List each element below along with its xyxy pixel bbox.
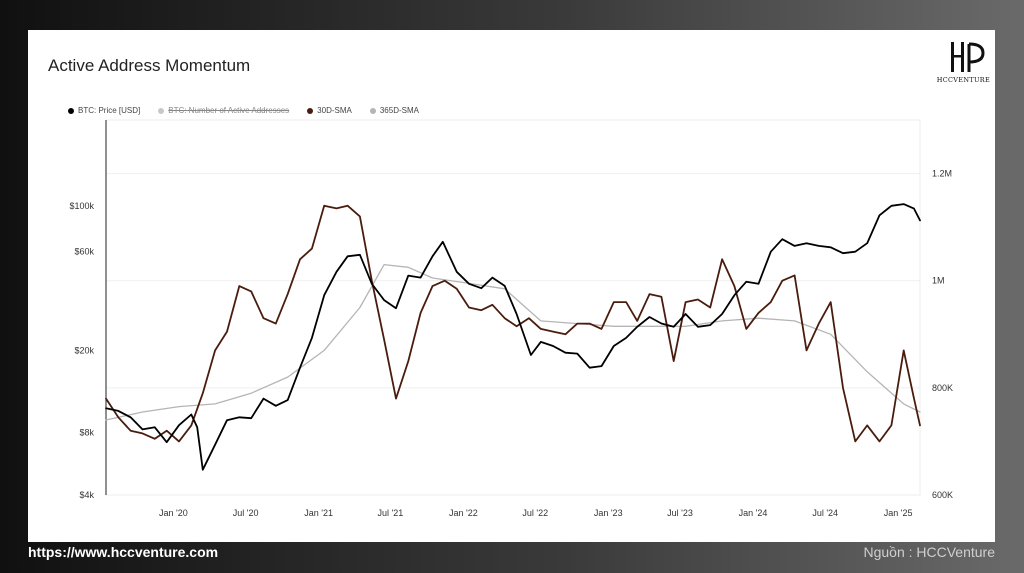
x-tick-label-10: Jan '25 [884, 508, 913, 518]
x-tick-label-2: Jan '21 [304, 508, 333, 518]
chart-title: Active Address Momentum [48, 56, 251, 75]
y-right-tick-label-0: 600K [932, 490, 953, 500]
footer-source: Nguồn : HCCVenture [863, 544, 995, 560]
x-tick-label-8: Jan '24 [739, 508, 768, 518]
x-tick-label-6: Jan '23 [594, 508, 623, 518]
series-line-30d-sma [105, 204, 921, 443]
y-left-tick-label-0: $4k [79, 490, 94, 500]
legend-swatch-365d-sma [369, 107, 376, 114]
x-tick-label-3: Jul '21 [378, 508, 404, 518]
y-right-tick-label-1: 800K [932, 383, 953, 393]
y-right-tick-label-2: 1M [932, 276, 945, 286]
legend-item-30d-sma[interactable]: 30D-SMA [307, 106, 352, 115]
x-tick-label-9: Jul '24 [812, 508, 838, 518]
legend-label-365d-sma: 365D-SMA [379, 106, 419, 115]
hccventure-logo [951, 42, 985, 72]
series-line-365d-sma [105, 263, 921, 421]
chart-legend: BTC: Price [USD] BTC: Number of Active A… [68, 106, 419, 115]
chart-plot: $4k $8k $20k $60k $100k 600K 800K 1M 1.2M Jan '20… [69, 119, 953, 518]
legend-swatch-30d-sma [307, 107, 314, 114]
x-tick-label-5: Jul '22 [522, 508, 548, 518]
x-tick-label-0: Jan '20 [159, 508, 188, 518]
y-left-tick-label-3: $60k [74, 247, 94, 257]
y-left-tick-label-2: $20k [74, 345, 94, 355]
y-right-tick-label-3: 1.2M [932, 169, 952, 179]
legend-label-30d-sma: 30D-SMA [317, 106, 352, 115]
legend-swatch-price [68, 107, 74, 114]
legend-swatch-active-addresses [158, 107, 165, 114]
y-left-tick-label-4: $100k [69, 201, 94, 211]
legend-label-active-addresses: BTC: Number of Active Addresses [168, 106, 290, 115]
y-left-tick-label-1: $8k [79, 428, 94, 438]
legend-item-price[interactable]: BTC: Price [USD] [68, 106, 140, 115]
chart-card: Active Address Momentum HCCVENTURE BTC: … [28, 30, 995, 542]
x-tick-label-1: Jul '20 [233, 508, 259, 518]
legend-item-active-addresses[interactable]: BTC: Number of Active Addresses [158, 106, 289, 115]
series-line-btc-price-usd [105, 203, 921, 471]
x-tick-label-4: Jan '22 [449, 508, 478, 518]
legend-label-price: BTC: Price [USD] [78, 106, 141, 115]
logo-wordmark: HCCVENTURE [936, 76, 990, 84]
legend-item-365d-sma[interactable]: 365D-SMA [369, 106, 419, 115]
x-tick-label-7: Jul '23 [667, 508, 693, 518]
footer-url[interactable]: https://www.hccventure.com [28, 544, 219, 560]
